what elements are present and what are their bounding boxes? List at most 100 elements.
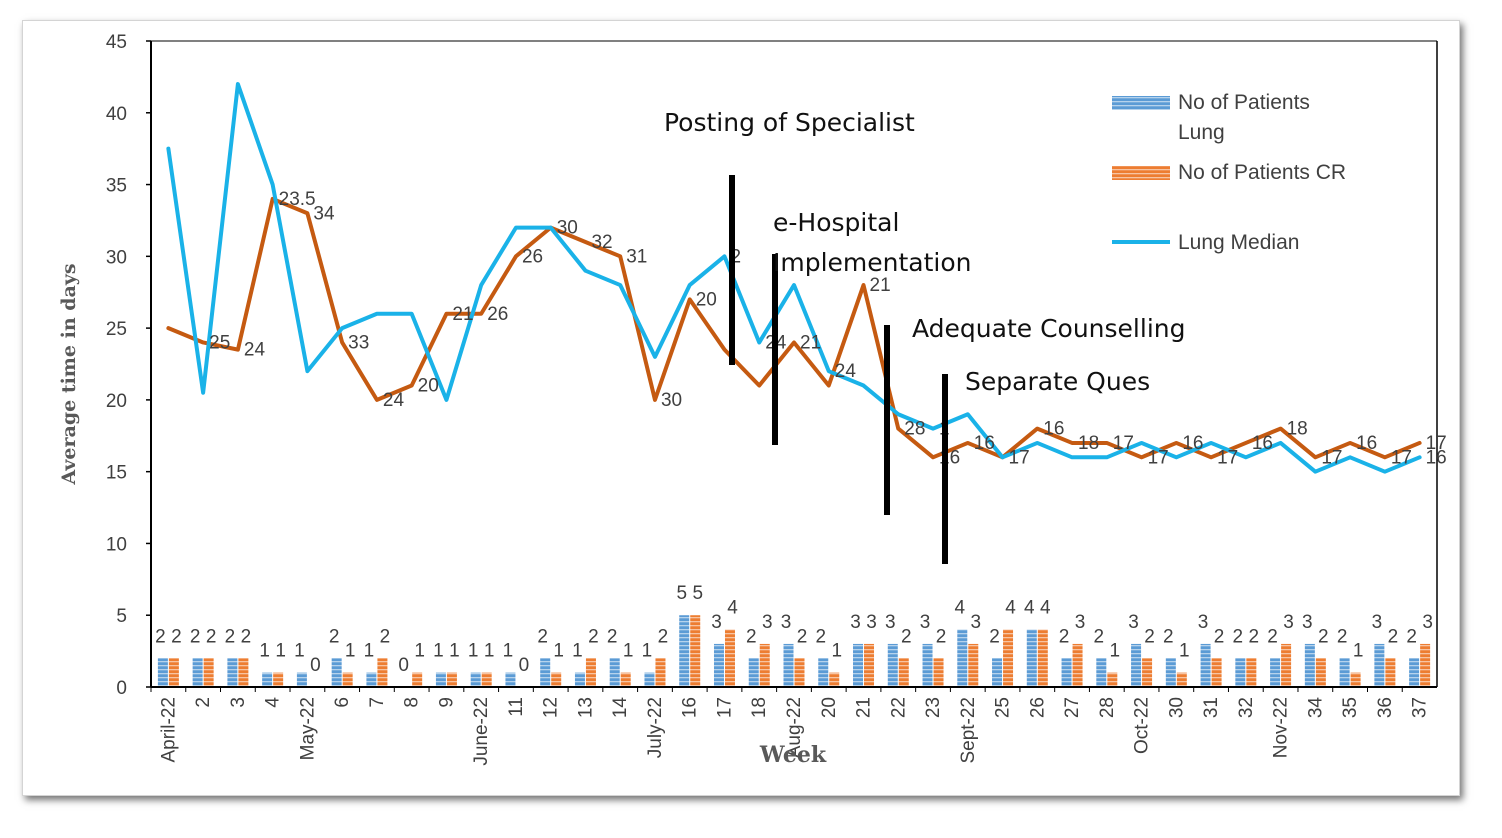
bar bbox=[690, 615, 701, 687]
bar-data-label: 3 bbox=[1302, 612, 1313, 633]
line-data-label: 32 bbox=[591, 232, 612, 253]
bar bbox=[620, 672, 631, 687]
bar bbox=[783, 643, 794, 687]
bar bbox=[655, 658, 666, 687]
bar bbox=[331, 658, 342, 687]
bar-data-label: 2 bbox=[329, 626, 340, 647]
bar bbox=[922, 643, 933, 687]
annotation-text: e-Hospital bbox=[773, 208, 899, 237]
line-data-label: 2 bbox=[730, 246, 741, 267]
bar bbox=[1315, 658, 1326, 687]
line-data-label: 16 bbox=[1043, 419, 1064, 440]
bar bbox=[446, 672, 457, 687]
bar bbox=[724, 629, 735, 687]
legend-swatch-cr bbox=[1112, 166, 1170, 180]
bar-data-label: 2 bbox=[1406, 626, 1417, 647]
line-data-label: 26 bbox=[487, 304, 508, 325]
y-tick-label: 30 bbox=[106, 247, 127, 268]
bar-data-label: 4 bbox=[1005, 598, 1016, 619]
line-data-label: 18 bbox=[1078, 433, 1099, 454]
y-tick-label: 0 bbox=[116, 678, 127, 699]
bar bbox=[481, 672, 492, 687]
x-tick-label: May-22 bbox=[297, 697, 318, 760]
bar-data-label: 3 bbox=[711, 612, 722, 633]
bar-data-label: 1 bbox=[1353, 641, 1364, 662]
bar-data-label: 2 bbox=[936, 626, 947, 647]
y-tick-label: 25 bbox=[106, 319, 127, 340]
bar-data-label: 2 bbox=[989, 626, 1000, 647]
line-data-label: 21 bbox=[800, 332, 821, 353]
bar-data-label: 2 bbox=[1267, 626, 1278, 647]
bar bbox=[644, 672, 655, 687]
bar-data-label: 3 bbox=[1075, 612, 1086, 633]
bar-data-label: 1 bbox=[294, 641, 305, 662]
bar-data-label: 1 bbox=[345, 641, 356, 662]
bar bbox=[1107, 672, 1118, 687]
bar-data-label: 2 bbox=[746, 626, 757, 647]
bar-data-label: 2 bbox=[1388, 626, 1399, 647]
bar-data-label: 1 bbox=[259, 641, 270, 662]
bar-data-label: 2 bbox=[797, 626, 808, 647]
bar-data-label: 2 bbox=[607, 626, 618, 647]
bar-data-label: 4 bbox=[1024, 598, 1035, 619]
x-tick-label: 7 bbox=[367, 697, 388, 708]
x-tick-label: 4 bbox=[263, 697, 284, 708]
line-data-label: 28 bbox=[904, 419, 925, 440]
bar-data-label: 1 bbox=[831, 641, 842, 662]
x-tick-label: 21 bbox=[854, 697, 875, 718]
bar-data-label: 3 bbox=[920, 612, 931, 633]
legend-label: Lung bbox=[1178, 121, 1225, 144]
bar bbox=[551, 672, 562, 687]
bar-data-label: 2 bbox=[380, 626, 391, 647]
line-data-label: 17 bbox=[1113, 433, 1134, 454]
bar bbox=[1061, 658, 1072, 687]
line-data-label: 21 bbox=[452, 304, 473, 325]
bar bbox=[1096, 658, 1107, 687]
bar bbox=[296, 672, 307, 687]
line-data-label: 17 bbox=[1148, 447, 1169, 468]
line-data-label: 30 bbox=[557, 218, 578, 239]
x-tick-label: Oct-22 bbox=[1132, 697, 1153, 754]
line-data-label: 23.5 bbox=[279, 189, 316, 210]
bar-data-label: 2 bbox=[815, 626, 826, 647]
bar bbox=[1200, 643, 1211, 687]
bar-data-label: 1 bbox=[1110, 641, 1121, 662]
bar-data-label: 2 bbox=[588, 626, 599, 647]
line-data-label: 17 bbox=[1009, 447, 1030, 468]
bar bbox=[1350, 672, 1361, 687]
x-tick-label: 36 bbox=[1375, 697, 1396, 718]
bar bbox=[366, 672, 377, 687]
legend-label: No of Patients bbox=[1178, 91, 1310, 114]
line-data-label: 24 bbox=[244, 340, 266, 361]
bar-data-label: 3 bbox=[970, 612, 981, 633]
line-series bbox=[166, 196, 1422, 460]
line-data-label: 33 bbox=[348, 332, 369, 353]
bar-data-label: 5 bbox=[692, 583, 703, 604]
y-tick-label: 20 bbox=[106, 391, 127, 412]
bar-data-label: 1 bbox=[1179, 641, 1190, 662]
bar bbox=[1142, 658, 1153, 687]
bar bbox=[238, 658, 249, 687]
bar-data-label: 3 bbox=[1422, 612, 1433, 633]
x-tick-label: 14 bbox=[610, 697, 631, 719]
bar-data-label: 3 bbox=[866, 612, 877, 633]
line-data-label: 26 bbox=[522, 246, 543, 267]
bar bbox=[1037, 629, 1048, 687]
x-tick-label: 37 bbox=[1410, 697, 1431, 718]
bar bbox=[435, 672, 446, 687]
line-data-label: 31 bbox=[626, 246, 647, 267]
bar-data-label: 5 bbox=[676, 583, 687, 604]
x-tick-label: 26 bbox=[1027, 697, 1048, 718]
bar bbox=[1235, 658, 1246, 687]
bar bbox=[794, 658, 805, 687]
line-data-label: 16 bbox=[1252, 433, 1273, 454]
x-tick-label: 32 bbox=[1236, 697, 1257, 718]
bar-data-label: 3 bbox=[781, 612, 792, 633]
line-data-label: 25 bbox=[209, 332, 230, 353]
line-data-label: 21 bbox=[870, 275, 891, 296]
bar bbox=[933, 658, 944, 687]
annotation-text: Adequate Counselling bbox=[912, 314, 1185, 343]
bar bbox=[748, 658, 759, 687]
line-data-label: 16 bbox=[1356, 433, 1377, 454]
line-data-label: 17 bbox=[1426, 433, 1447, 454]
